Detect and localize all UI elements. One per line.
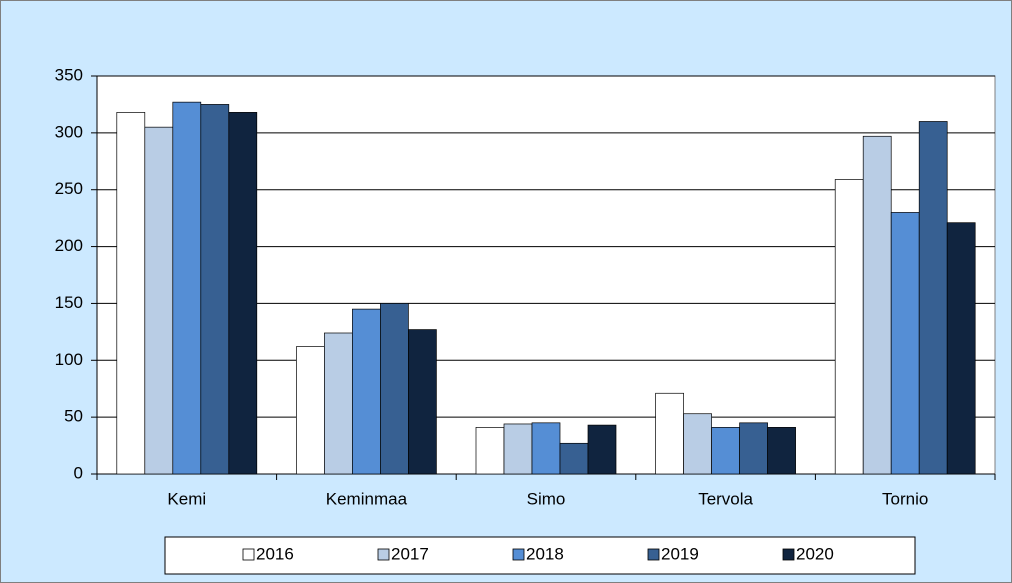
x-tick-label: Keminmaa: [326, 489, 408, 508]
y-tick-label: 0: [74, 463, 83, 482]
y-tick-label: 100: [55, 350, 83, 369]
bar: [890, 212, 920, 475]
bar: [587, 424, 617, 475]
bar: [380, 303, 409, 475]
x-tick-label: Tervola: [698, 489, 753, 508]
bar: [200, 104, 230, 475]
legend-label: 2016: [256, 544, 294, 563]
x-tick-label: Kemi: [167, 489, 206, 508]
legend-label: 2019: [661, 544, 699, 563]
bar: [946, 222, 976, 475]
bar: [711, 427, 740, 475]
bar: [172, 101, 202, 475]
bar: [228, 112, 258, 475]
legend-swatch: [782, 548, 795, 561]
bar: [834, 179, 864, 475]
bar: [918, 121, 948, 475]
bar: [475, 427, 505, 475]
bar: [352, 308, 381, 475]
y-tick-label: 250: [55, 179, 83, 198]
legend-swatch: [242, 548, 255, 561]
bar: [408, 329, 437, 475]
bar: [683, 413, 712, 475]
bar: [559, 442, 589, 475]
x-tick-label: Simo: [527, 489, 566, 508]
bar: [144, 126, 174, 475]
x-tick-label: Tornio: [882, 489, 928, 508]
y-tick-label: 50: [64, 407, 83, 426]
bar: [531, 422, 561, 475]
bar: [767, 427, 796, 475]
y-tick-label: 200: [55, 236, 83, 255]
bar: [739, 422, 768, 475]
legend-label: 2017: [391, 544, 429, 563]
legend-swatch: [377, 548, 390, 561]
legend-label: 2020: [796, 544, 834, 563]
y-tick-label: 350: [55, 65, 83, 84]
y-tick-label: 150: [55, 293, 83, 312]
bar: [324, 332, 353, 475]
bar: [655, 392, 684, 475]
bar: [862, 135, 892, 475]
y-tick-label: 300: [55, 122, 83, 141]
legend-swatch: [512, 548, 525, 561]
bar: [296, 346, 325, 475]
bar: [503, 423, 533, 475]
legend-label: 2018: [526, 544, 564, 563]
bar: [116, 112, 146, 475]
legend-swatch: [647, 548, 660, 561]
